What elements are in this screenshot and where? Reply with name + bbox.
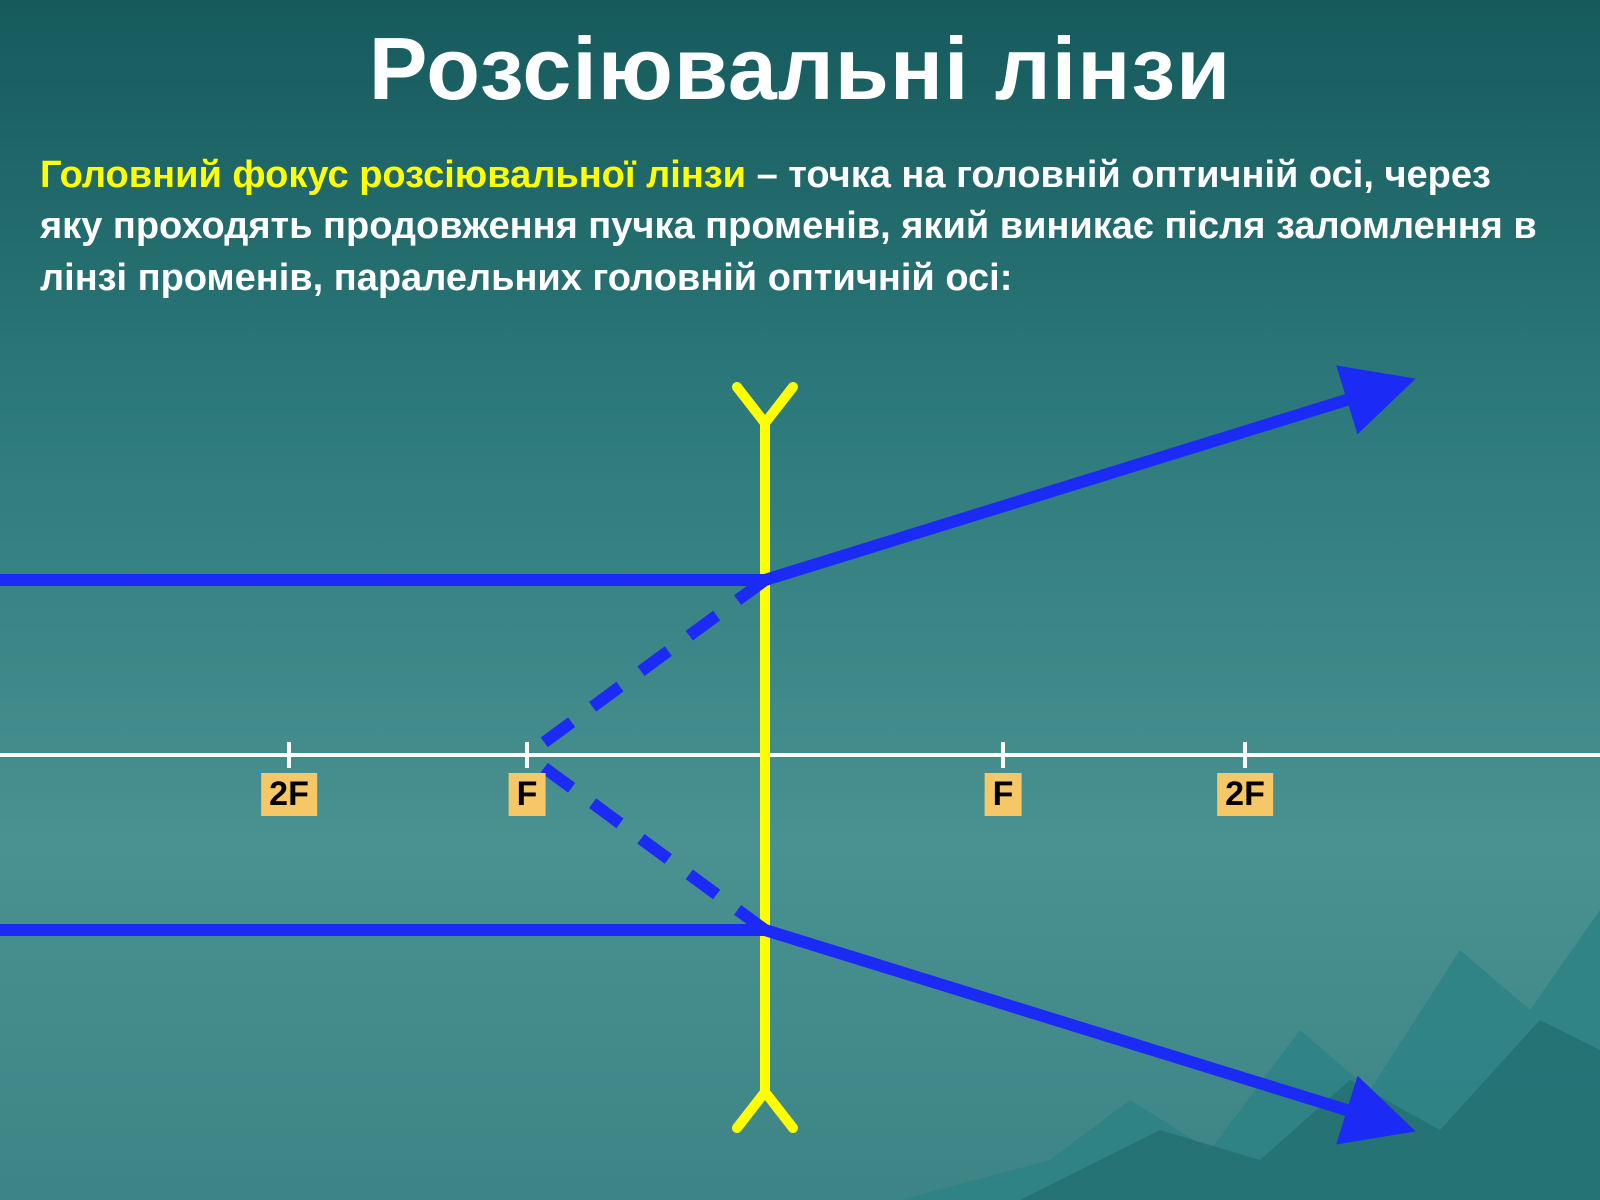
slide: Розсіювальні лінзи Головний фокус розсію… — [0, 0, 1600, 1200]
focal-label: F — [985, 773, 1022, 816]
focal-label: 2F — [1217, 773, 1273, 816]
optics-diagram — [0, 0, 1600, 1200]
focal-label: 2F — [261, 773, 317, 816]
focal-label: F — [509, 773, 546, 816]
